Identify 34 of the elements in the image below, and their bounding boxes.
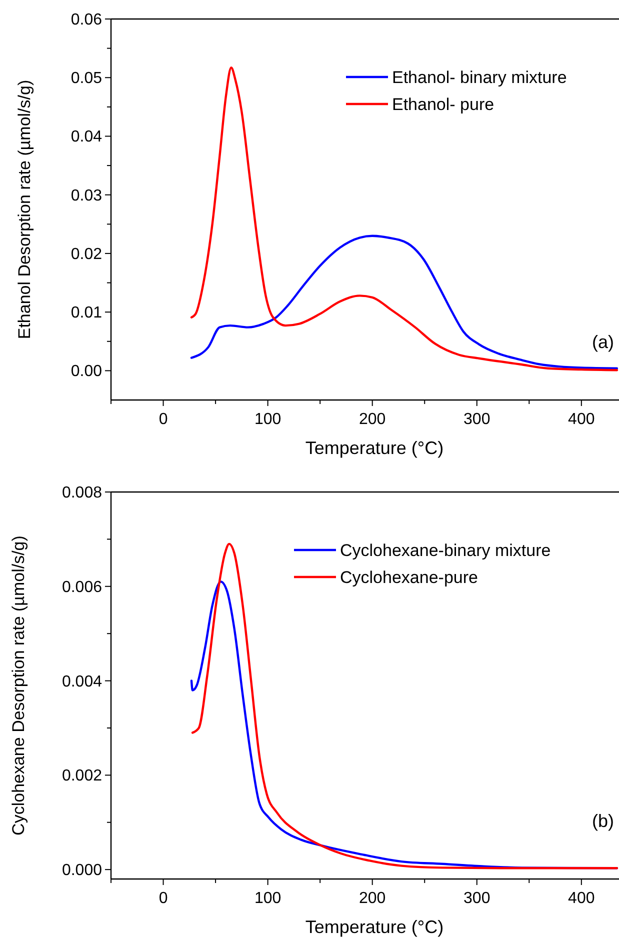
y-axis-title: Ethanol Desorption rate (µmol/s/g): [15, 80, 34, 340]
x-tick-label: 200: [358, 890, 386, 907]
x-tick-label: 0: [158, 890, 168, 907]
annotation: (b): [592, 811, 614, 831]
y-tick-label: 0.002: [62, 768, 102, 785]
x-axis-title: Temperature (°C): [305, 438, 444, 458]
y-tick-label: 0.04: [70, 128, 102, 146]
y-tick-label: 0.008: [62, 484, 102, 502]
x-tick-label: 400: [568, 890, 595, 907]
x-tick-label: 0: [158, 411, 168, 428]
legend-label: Ethanol- binary mixture: [392, 68, 567, 87]
y-tick-label: 0.02: [70, 246, 102, 263]
y-axis-title: Cyclohexane Desorption rate (µmol/s/g): [9, 536, 28, 836]
y-tick-label: 0.004: [62, 673, 102, 690]
line-series: [190, 234, 618, 370]
x-tick-label: 100: [254, 890, 282, 907]
x-axis-title: Temperature (°C): [305, 917, 444, 937]
x-tick-label: 300: [464, 890, 490, 907]
y-tick-label: 0.01: [70, 304, 102, 322]
legend-label: Ethanol- pure: [392, 95, 494, 114]
y-tick-label: 0.03: [70, 187, 102, 204]
y-tick-label: 0.00: [70, 363, 102, 380]
legend-label: Cyclohexane-pure: [340, 568, 478, 587]
y-tick-label: 0.06: [70, 12, 102, 28]
y-tick-label: 0.05: [70, 70, 102, 88]
y-tick-label: 0.000: [62, 862, 102, 880]
line-series: [190, 66, 618, 372]
annotation: (a): [592, 332, 614, 352]
y-tick-label: 0.006: [62, 578, 102, 596]
x-tick-label: 400: [568, 411, 595, 428]
x-tick-label: 300: [464, 411, 490, 428]
x-tick-label: 200: [358, 411, 386, 428]
legend-label: Cyclohexane-binary mixture: [340, 541, 551, 560]
x-tick-label: 100: [254, 411, 282, 428]
